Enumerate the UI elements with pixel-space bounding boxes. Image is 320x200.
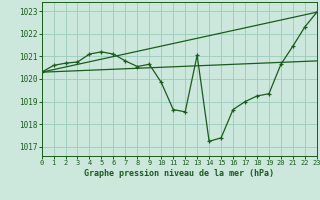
- X-axis label: Graphe pression niveau de la mer (hPa): Graphe pression niveau de la mer (hPa): [84, 169, 274, 178]
